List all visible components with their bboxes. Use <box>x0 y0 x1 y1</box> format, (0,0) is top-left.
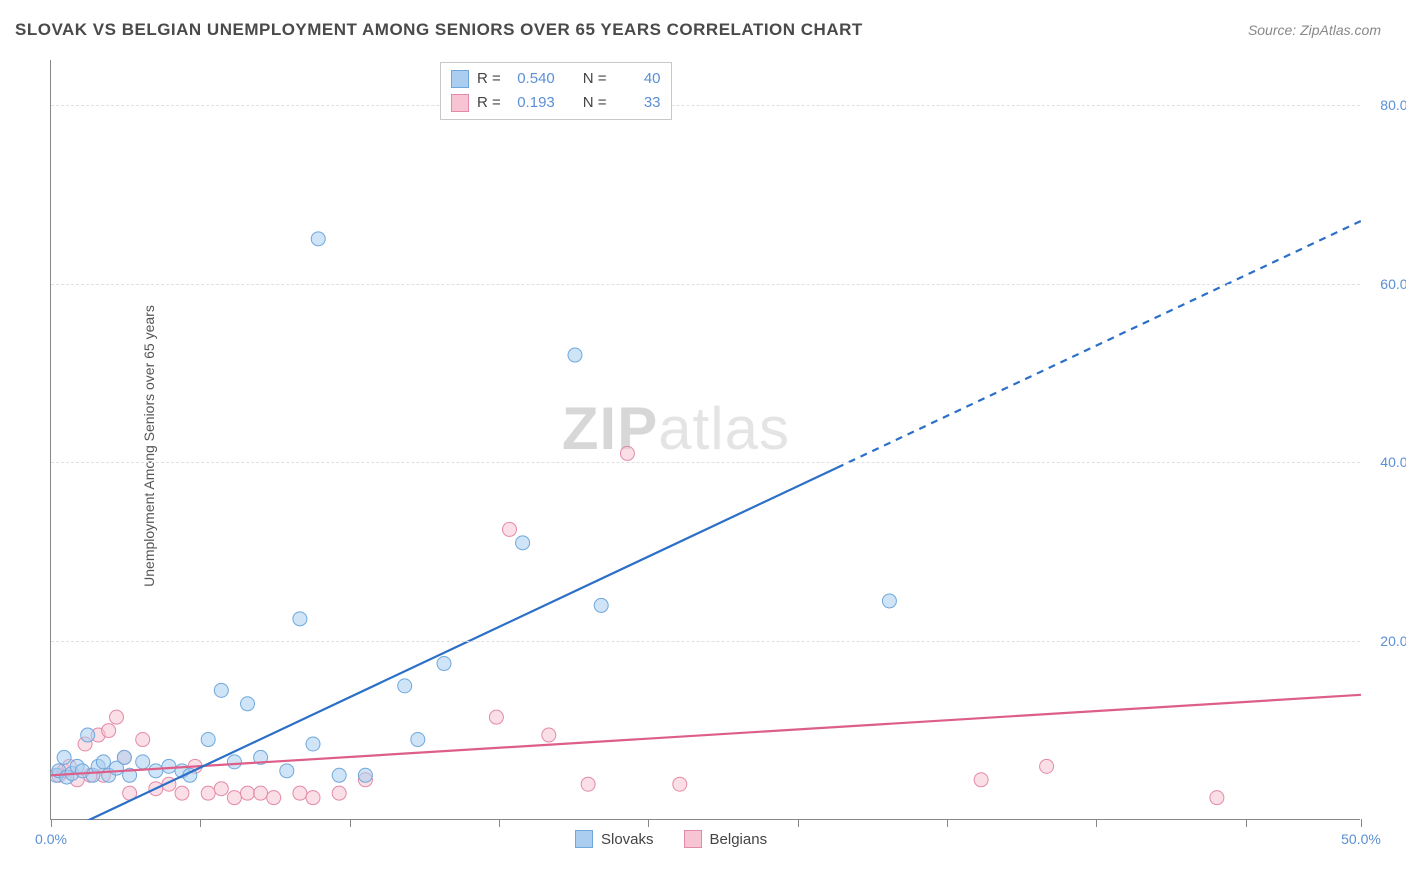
data-point <box>149 764 163 778</box>
data-point <box>110 710 124 724</box>
n-label: N = <box>583 67 607 91</box>
legend-label: Belgians <box>710 831 768 848</box>
data-point <box>581 777 595 791</box>
legend-item: Belgians <box>684 830 768 848</box>
series-swatch <box>451 94 469 112</box>
data-point <box>358 768 372 782</box>
legend-swatch <box>684 830 702 848</box>
data-point <box>280 764 294 778</box>
data-point <box>516 536 530 550</box>
data-point <box>214 782 228 796</box>
n-value: 40 <box>615 67 661 91</box>
data-point <box>542 728 556 742</box>
x-tick <box>51 819 52 827</box>
x-tick <box>1246 819 1247 827</box>
grid-line <box>51 641 1360 642</box>
data-point <box>227 755 241 769</box>
data-point <box>214 683 228 697</box>
stats-row: R = 0.193 N = 33 <box>451 91 661 115</box>
data-point <box>201 733 215 747</box>
data-point <box>974 773 988 787</box>
x-tick-label: 50.0% <box>1341 831 1381 847</box>
series-legend: Slovaks Belgians <box>575 830 767 848</box>
x-tick <box>1361 819 1362 827</box>
data-point <box>267 791 281 805</box>
y-tick-label: 60.0% <box>1380 276 1406 292</box>
data-point <box>81 728 95 742</box>
data-point <box>332 786 346 800</box>
data-point <box>293 786 307 800</box>
n-value: 33 <box>615 91 661 115</box>
data-point <box>201 786 215 800</box>
legend-swatch <box>575 830 593 848</box>
data-point <box>311 232 325 246</box>
data-point <box>411 733 425 747</box>
source-attribution: Source: ZipAtlas.com <box>1248 22 1381 38</box>
data-point <box>332 768 346 782</box>
r-label: R = <box>477 67 501 91</box>
x-tick <box>1096 819 1097 827</box>
chart-container: SLOVAK VS BELGIAN UNEMPLOYMENT AMONG SEN… <box>0 0 1406 892</box>
grid-line <box>51 284 1360 285</box>
x-tick <box>947 819 948 827</box>
y-tick-label: 80.0% <box>1380 97 1406 113</box>
data-point <box>175 786 189 800</box>
stats-row: R = 0.540 N = 40 <box>451 67 661 91</box>
x-tick-label: 0.0% <box>35 831 67 847</box>
legend-item: Slovaks <box>575 830 654 848</box>
data-point <box>1210 791 1224 805</box>
data-point <box>96 755 110 769</box>
x-tick <box>499 819 500 827</box>
data-point <box>241 697 255 711</box>
grid-line <box>51 105 1360 106</box>
plot-svg <box>51 60 1361 820</box>
n-label: N = <box>583 91 607 115</box>
x-tick <box>648 819 649 827</box>
data-point <box>306 791 320 805</box>
legend-label: Slovaks <box>601 831 654 848</box>
data-point <box>241 786 255 800</box>
y-tick-label: 40.0% <box>1380 454 1406 470</box>
x-tick <box>798 819 799 827</box>
data-point <box>503 522 517 536</box>
data-point <box>398 679 412 693</box>
data-point <box>57 750 71 764</box>
data-point <box>117 750 131 764</box>
data-point <box>254 786 268 800</box>
data-point <box>293 612 307 626</box>
data-point <box>437 657 451 671</box>
data-point <box>136 755 150 769</box>
data-point <box>136 733 150 747</box>
y-tick-label: 20.0% <box>1380 633 1406 649</box>
data-point <box>162 759 176 773</box>
data-point <box>489 710 503 724</box>
grid-line <box>51 462 1360 463</box>
x-tick <box>200 819 201 827</box>
data-point <box>1040 759 1054 773</box>
data-point <box>306 737 320 751</box>
chart-title: SLOVAK VS BELGIAN UNEMPLOYMENT AMONG SEN… <box>15 20 863 40</box>
r-value: 0.193 <box>509 91 555 115</box>
data-point <box>227 791 241 805</box>
plot-area: ZIPatlas 20.0%40.0%60.0%80.0%0.0%50.0% <box>50 60 1360 820</box>
data-point <box>594 598 608 612</box>
data-point <box>102 724 116 738</box>
r-label: R = <box>477 91 501 115</box>
data-point <box>620 446 634 460</box>
series-swatch <box>451 70 469 88</box>
data-point <box>673 777 687 791</box>
r-value: 0.540 <box>509 67 555 91</box>
data-point <box>568 348 582 362</box>
correlation-stats-box: R = 0.540 N = 40 R = 0.193 N = 33 <box>440 62 672 120</box>
x-tick <box>350 819 351 827</box>
data-point <box>882 594 896 608</box>
